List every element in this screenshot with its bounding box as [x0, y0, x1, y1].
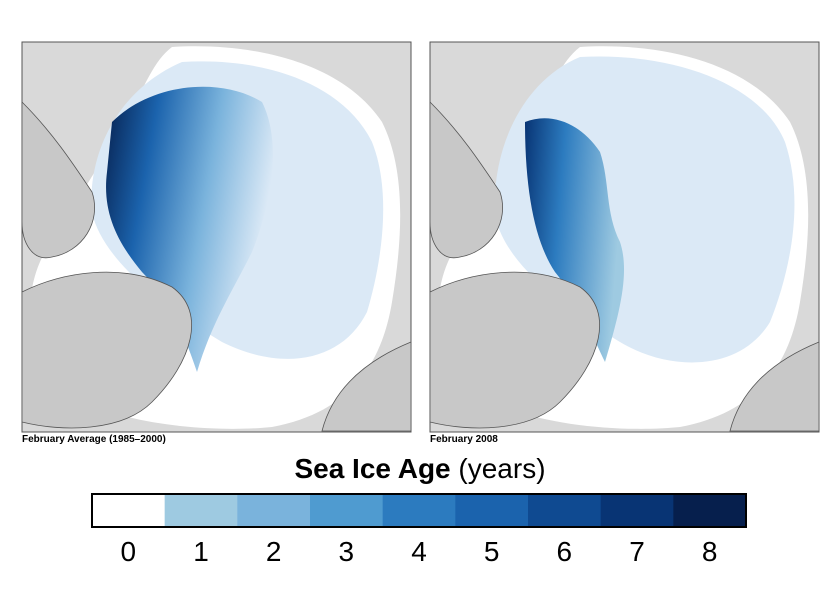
colorbar-swatch	[310, 494, 384, 527]
legend-unit: (years)	[458, 453, 545, 484]
colorbar-tick-label: 3	[339, 536, 355, 567]
map-panel	[429, 41, 820, 433]
colorbar-frame	[91, 493, 747, 528]
land	[729, 341, 820, 432]
old-ice	[106, 86, 273, 373]
colorbar-swatch	[528, 494, 602, 527]
land	[321, 341, 412, 432]
legend-title-name: Sea Ice Age	[294, 453, 450, 484]
map-caption: February Average (1985–2000)	[22, 434, 166, 445]
colorbar-swatch	[600, 494, 674, 527]
colorbar-swatch	[673, 494, 747, 527]
colorbar-swatch	[237, 494, 311, 527]
colorbar-swatch	[455, 494, 529, 527]
colorbar: 0 1 2 3 4 5 6 7 8	[92, 494, 747, 567]
old-ice	[525, 118, 625, 362]
land	[429, 101, 503, 259]
colorbar-tick-label: 7	[629, 536, 645, 567]
land	[21, 101, 95, 259]
land	[21, 271, 193, 429]
colorbar-swatch	[92, 494, 166, 527]
colorbar-tick-label: 6	[557, 536, 573, 567]
colorbar-tick-label: 1	[193, 536, 209, 567]
colorbar-tick-label: 0	[121, 536, 137, 567]
colorbar-tick-label: 5	[484, 536, 500, 567]
land	[429, 271, 601, 429]
colorbar-swatch	[382, 494, 456, 527]
colorbar-tick-label: 2	[266, 536, 282, 567]
colorbar-swatch	[164, 494, 238, 527]
map-panel	[21, 41, 412, 433]
colorbar-tick-label: 4	[411, 536, 427, 567]
map-caption: February 2008	[430, 434, 498, 445]
colorbar-tick-label: 8	[702, 536, 718, 567]
legend-title: Sea Ice Age (years)	[294, 453, 545, 484]
